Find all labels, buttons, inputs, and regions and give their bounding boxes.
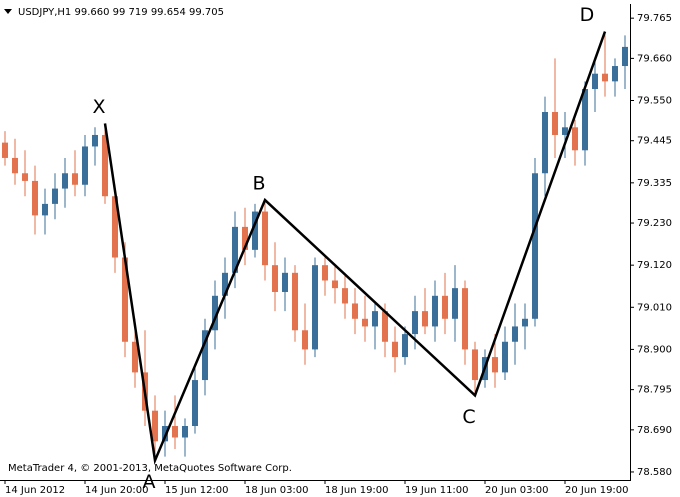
- candle-body: [462, 288, 468, 350]
- candle-body: [432, 295, 438, 327]
- candle-body: [512, 326, 518, 342]
- x-tick-label: 20 Jun 03:00: [485, 485, 549, 496]
- x-tick-label: 15 Jun 12:00: [165, 485, 229, 496]
- candle-body: [272, 265, 278, 292]
- candle-body: [592, 73, 598, 90]
- candle-body: [32, 180, 38, 216]
- candle-body: [132, 341, 138, 373]
- candle-body: [532, 173, 538, 319]
- candle-body: [362, 318, 368, 327]
- candle-body: [342, 288, 348, 304]
- candle-body: [262, 211, 268, 266]
- pattern-label: D: [580, 4, 595, 26]
- candle-body: [112, 196, 118, 258]
- candle-body: [542, 111, 548, 174]
- candle-body: [102, 134, 108, 197]
- candle-body: [202, 330, 208, 381]
- pattern-label: A: [143, 471, 156, 493]
- candle-body: [572, 127, 578, 151]
- candle-body: [182, 426, 188, 438]
- candle-body: [242, 226, 248, 250]
- candle-body: [122, 257, 128, 342]
- candle-body: [52, 188, 58, 204]
- x-tick-label: 18 Jun 19:00: [325, 485, 389, 496]
- candle-body: [172, 426, 178, 438]
- candle-body: [492, 357, 498, 373]
- candle-body: [402, 334, 408, 358]
- y-tick-label: 79.765: [637, 13, 672, 24]
- candle-body: [2, 142, 8, 158]
- candle-body: [622, 46, 628, 67]
- x-tick-label: 14 Jun 20:00: [85, 485, 149, 496]
- y-tick-label: 78.795: [637, 385, 672, 396]
- candle-body: [152, 410, 158, 442]
- candle-body: [332, 280, 338, 289]
- candle-body: [582, 89, 588, 151]
- candle-body: [42, 203, 48, 216]
- candle-body: [612, 66, 618, 82]
- y-tick-label: 79.010: [637, 302, 672, 313]
- x-tick-label: 14 Jun 2012: [5, 485, 65, 496]
- candle-body: [522, 318, 528, 327]
- candle-body: [322, 265, 328, 281]
- y-tick-label: 79.120: [637, 260, 672, 271]
- candle-body: [292, 272, 298, 331]
- candle-body: [392, 341, 398, 358]
- candle-body: [92, 134, 98, 147]
- pattern-line: [103, 31, 607, 466]
- chart-title: USDJPY,H1 99.660 99 719 99.654 99.705: [18, 7, 224, 18]
- y-tick-label: 78.690: [637, 425, 672, 436]
- candle-body: [382, 311, 388, 342]
- candle-body: [212, 295, 218, 331]
- candle-body: [252, 211, 258, 250]
- candle-body: [552, 111, 558, 135]
- candle-body: [222, 272, 228, 296]
- candle-body: [232, 226, 238, 273]
- candle-body: [442, 295, 448, 319]
- candle-body: [602, 73, 608, 82]
- candle-body: [12, 157, 18, 174]
- symbol-arrow: [4, 9, 12, 14]
- candle-body: [452, 288, 458, 319]
- candle-body: [192, 380, 198, 427]
- x-tick-label: 20 Jun 19:00: [565, 485, 629, 496]
- candle-body: [502, 341, 508, 373]
- x-tick-label: 18 Jun 03:00: [245, 485, 309, 496]
- y-tick-label: 79.335: [637, 178, 672, 189]
- candle-body: [422, 311, 428, 327]
- candle-body: [562, 127, 568, 135]
- y-tick-label: 79.550: [637, 96, 672, 107]
- y-tick-label: 78.580: [637, 467, 672, 478]
- y-tick-label: 79.230: [637, 218, 672, 229]
- candle-body: [282, 272, 288, 292]
- candle-body: [352, 303, 358, 319]
- pattern-label: C: [462, 406, 475, 428]
- candle-body: [82, 146, 88, 185]
- candle-body: [472, 349, 478, 381]
- pattern-label: X: [92, 96, 105, 118]
- x-tick-label: 19 Jun 11:00: [405, 485, 469, 496]
- candle-body: [22, 173, 28, 181]
- candle-body: [302, 330, 308, 350]
- y-tick-label: 78.900: [637, 344, 672, 355]
- candle-body: [62, 173, 68, 189]
- footer: MetaTrader 4, © 2001-2013, MetaQuotes So…: [8, 463, 292, 474]
- candle-body: [72, 173, 78, 185]
- pattern-label: B: [252, 173, 265, 195]
- y-tick-label: 79.445: [637, 136, 672, 147]
- candle-body: [312, 265, 318, 350]
- y-tick-label: 79.660: [637, 53, 672, 64]
- candle-body: [372, 311, 378, 327]
- candle-body: [412, 311, 418, 335]
